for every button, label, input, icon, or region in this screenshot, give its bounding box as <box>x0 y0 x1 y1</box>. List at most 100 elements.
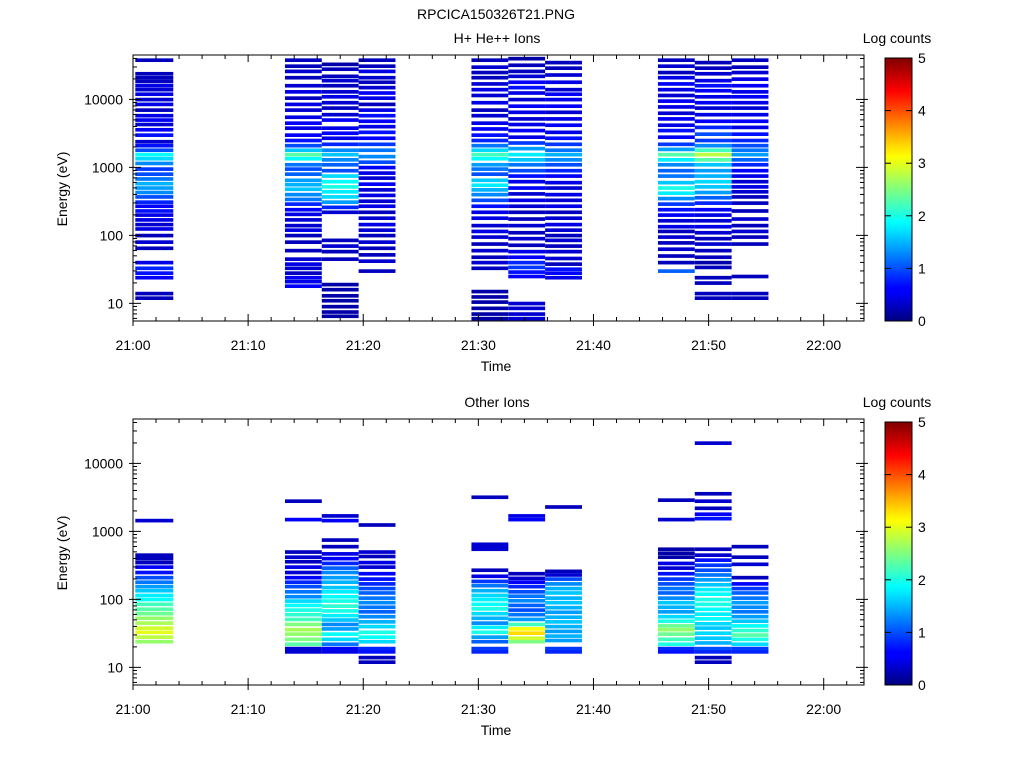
heatmap-cell <box>321 78 359 83</box>
heatmap-cell <box>321 195 359 199</box>
colorbar-tick-label: 3 <box>918 155 926 171</box>
heatmap-cell <box>508 110 546 115</box>
heatmap-cell <box>471 210 509 215</box>
heatmap-cell <box>731 152 769 157</box>
heatmap-cell <box>545 66 582 70</box>
heatmap-cell <box>731 138 769 143</box>
heatmap-cell <box>657 600 695 605</box>
heatmap-cell <box>508 198 546 203</box>
heatmap-cell <box>471 266 509 271</box>
heatmap-cell <box>284 559 322 564</box>
heatmap-cell <box>545 142 582 147</box>
heatmap-cell <box>545 244 582 248</box>
heatmap-cell <box>135 291 174 296</box>
heatmap-cell <box>694 125 732 130</box>
heatmap-cell <box>321 67 359 72</box>
heatmap-cell <box>694 112 732 117</box>
heatmap-cell <box>321 627 359 631</box>
heatmap-cell <box>358 96 396 100</box>
heatmap-cell <box>358 246 396 251</box>
heatmap-cell <box>657 105 695 109</box>
heatmap-cell <box>731 619 769 624</box>
heatmap-cell <box>284 262 322 266</box>
heatmap-cell <box>545 249 582 254</box>
heatmap-cell <box>284 565 322 569</box>
heatmap-cell <box>731 158 769 162</box>
heatmap-cell <box>135 240 174 244</box>
y-tick-label: 100 <box>100 227 124 243</box>
heatmap-cell <box>135 296 174 300</box>
heatmap-cell <box>358 591 396 595</box>
heatmap-cell <box>545 148 582 153</box>
heatmap-cell <box>657 571 695 576</box>
heatmap-cell <box>508 301 546 306</box>
heatmap-cell <box>657 117 695 121</box>
heatmap-cell <box>135 139 174 144</box>
heatmap-cell <box>321 112 359 117</box>
heatmap-cell <box>545 80 582 85</box>
heatmap-cell <box>731 112 769 117</box>
heatmap-cell <box>731 610 769 614</box>
heatmap-cell <box>545 174 582 178</box>
heatmap-cell <box>657 99 695 103</box>
x-tick-label: 21:40 <box>576 337 611 353</box>
heatmap-cell <box>284 284 322 289</box>
heatmap-cell <box>694 148 732 153</box>
heatmap-cell <box>358 75 396 80</box>
heatmap-cell <box>657 614 695 619</box>
heatmap-cell <box>545 256 582 261</box>
heatmap-cell <box>135 108 174 112</box>
heatmap-cell <box>545 158 582 162</box>
heatmap-cell <box>135 71 174 76</box>
heatmap-cell <box>545 591 582 595</box>
heatmap-cell <box>284 167 322 171</box>
heatmap-cell <box>731 637 769 642</box>
heatmap-cell <box>135 195 174 199</box>
heatmap-cell <box>321 74 359 79</box>
heatmap-cell <box>545 646 582 651</box>
heatmap-cell <box>545 505 582 509</box>
heatmap-cell <box>471 121 509 126</box>
heatmap-cell <box>657 646 695 651</box>
colorbar-tick-label: 5 <box>918 50 926 66</box>
heatmap-cell <box>284 627 322 632</box>
heatmap-cell <box>471 192 509 197</box>
heatmap-cell <box>545 192 582 197</box>
heatmap-cell <box>321 556 359 561</box>
heatmap-cell <box>471 242 509 246</box>
heatmap-cell <box>358 600 396 605</box>
heatmap-cell <box>545 569 582 574</box>
heatmap-cell <box>694 602 732 607</box>
heatmap-cell <box>135 588 174 593</box>
x-tick-label: 21:10 <box>231 337 266 353</box>
heatmap-cell <box>358 165 396 170</box>
heatmap-cell <box>321 622 359 627</box>
heatmap-cell <box>731 544 769 549</box>
heatmap-cell <box>321 249 359 254</box>
heatmap-cell <box>321 594 359 599</box>
heatmap-cell <box>471 583 509 588</box>
heatmap-cell <box>731 174 769 178</box>
heatmap-cell <box>135 565 174 569</box>
heatmap-cell <box>321 142 359 147</box>
heatmap-cell <box>694 158 732 162</box>
heatmap-cell <box>358 119 396 124</box>
heatmap-cell <box>358 586 396 591</box>
heatmap-cell <box>471 70 509 75</box>
heatmap-cell <box>508 85 546 90</box>
heatmap-cell <box>471 156 509 161</box>
heatmap-cell <box>358 154 396 159</box>
heatmap-cell <box>321 642 359 647</box>
heatmap-cell <box>284 178 322 183</box>
heatmap-cell <box>508 306 546 311</box>
heatmap-cell <box>694 213 732 217</box>
heatmap-cell <box>284 138 322 143</box>
heatmap-cell <box>358 136 396 141</box>
heatmap-cell <box>321 609 359 613</box>
heatmap-cell <box>694 66 732 70</box>
heatmap-cell <box>657 123 695 128</box>
heatmap-cell <box>471 108 509 112</box>
heatmap-cell <box>694 218 732 223</box>
heatmap-cell <box>545 87 582 92</box>
heatmap-cell <box>694 578 732 582</box>
